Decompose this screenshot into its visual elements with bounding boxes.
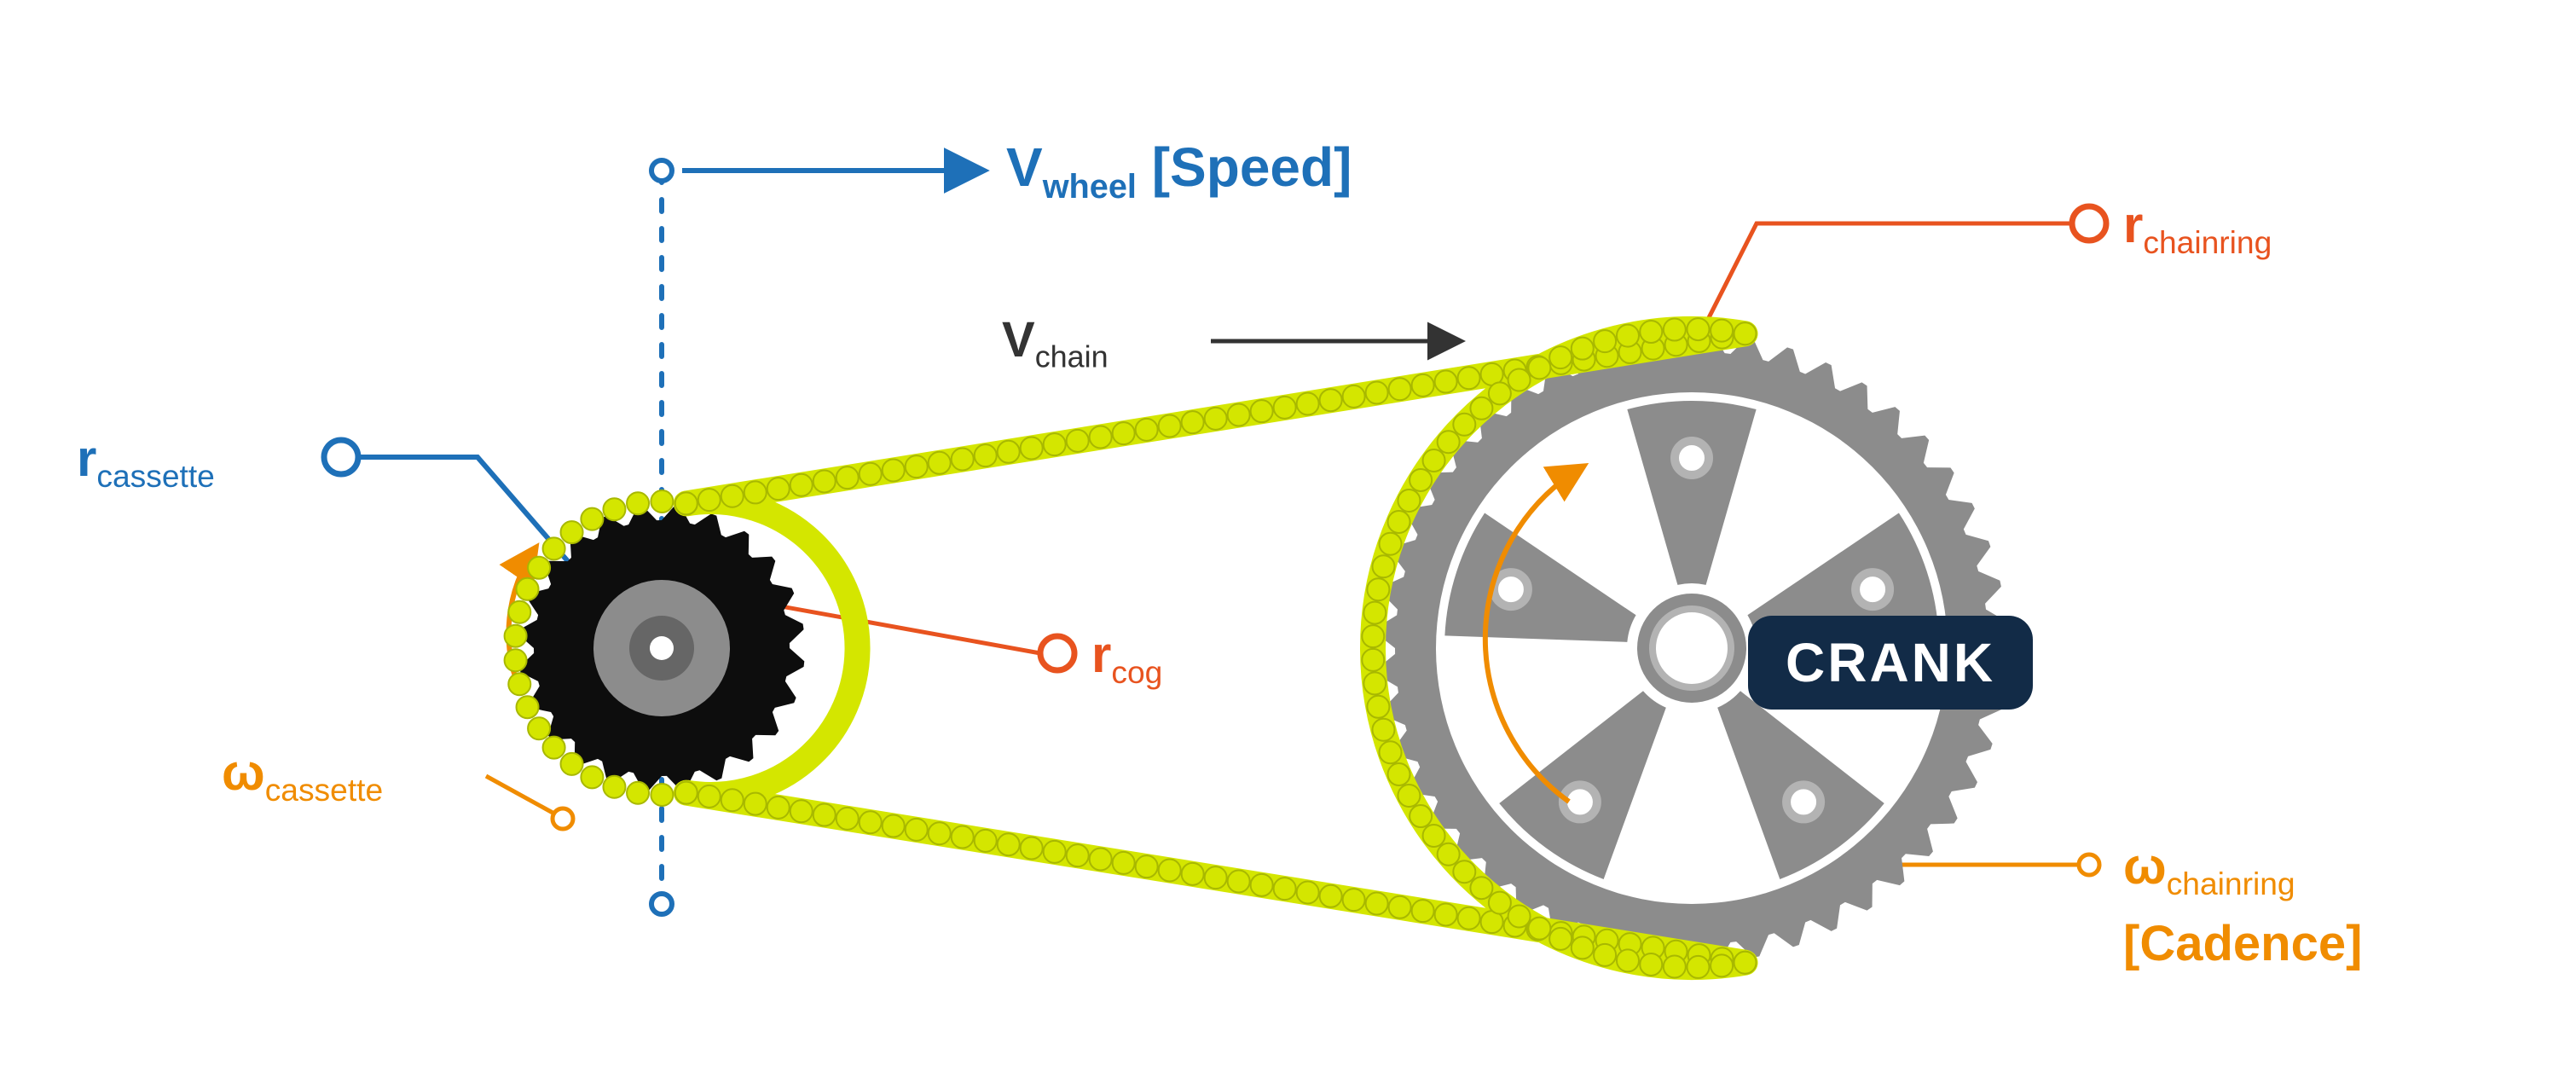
axis-top-dot xyxy=(651,160,672,181)
v-chain-label: Vchain xyxy=(1002,316,1109,373)
r-cog-label: rcog xyxy=(1091,629,1162,688)
w-chainring-cadence-label: [Cadence] xyxy=(2123,919,2362,969)
r-cassette-label: rcassette xyxy=(77,433,215,492)
w-cassette-pointer xyxy=(486,776,573,829)
r-chainring-label: rchainring xyxy=(2123,200,2272,258)
w-cassette-label: ωcassette xyxy=(222,747,383,806)
v-wheel-label: Vwheel [Speed] xyxy=(1006,140,1352,204)
crank-label-box: CRANK xyxy=(1748,616,2033,710)
w-chainring-label: ωchainring xyxy=(2123,841,2295,900)
axis-bottom-dot xyxy=(651,894,672,914)
